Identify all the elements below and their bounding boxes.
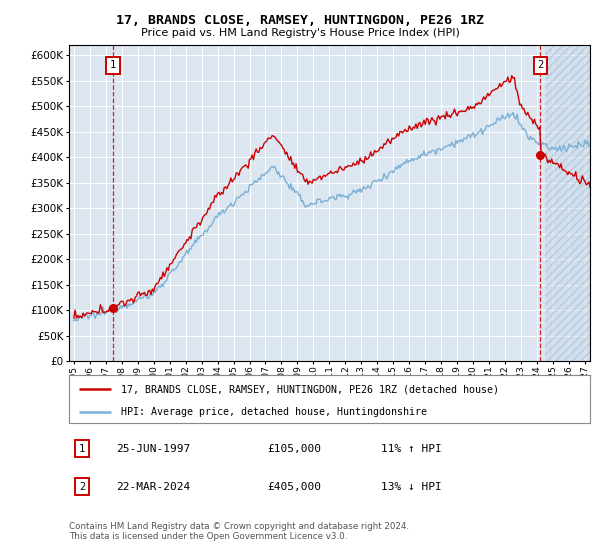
Bar [545,45,590,361]
Text: 17, BRANDS CLOSE, RAMSEY, HUNTINGDON, PE26 1RZ (detached house): 17, BRANDS CLOSE, RAMSEY, HUNTINGDON, PE… [121,385,499,394]
Text: 17, BRANDS CLOSE, RAMSEY, HUNTINGDON, PE26 1RZ: 17, BRANDS CLOSE, RAMSEY, HUNTINGDON, PE… [116,14,484,27]
Text: HPI: Average price, detached house, Huntingdonshire: HPI: Average price, detached house, Hunt… [121,407,427,417]
Text: 11% ↑ HPI: 11% ↑ HPI [382,444,442,454]
Text: 2: 2 [538,60,544,71]
Text: Price paid vs. HM Land Registry's House Price Index (HPI): Price paid vs. HM Land Registry's House … [140,28,460,38]
Text: 2: 2 [79,482,85,492]
Text: 22-MAR-2024: 22-MAR-2024 [116,482,190,492]
Text: Contains HM Land Registry data © Crown copyright and database right 2024.
This d: Contains HM Land Registry data © Crown c… [69,522,409,542]
Text: 1: 1 [79,444,85,454]
Text: £405,000: £405,000 [267,482,321,492]
Text: £105,000: £105,000 [267,444,321,454]
Text: 13% ↓ HPI: 13% ↓ HPI [382,482,442,492]
Text: 25-JUN-1997: 25-JUN-1997 [116,444,190,454]
Text: 1: 1 [110,60,116,71]
